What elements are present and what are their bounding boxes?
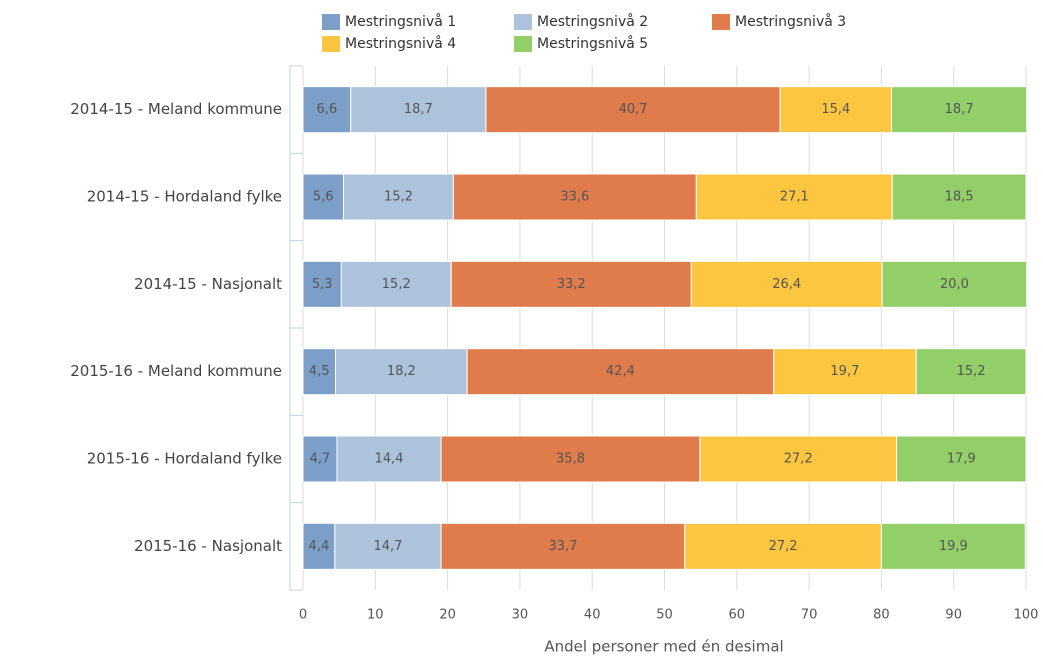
bar-segment <box>915 348 1027 396</box>
x-tick-label: 0 <box>299 608 307 623</box>
bar-segment <box>440 435 701 483</box>
bar-segment <box>891 173 1027 221</box>
bar-segment <box>695 173 893 221</box>
bar-segment <box>466 348 775 396</box>
data-label: 5,3 <box>312 277 333 292</box>
data-label: 19,7 <box>830 364 859 379</box>
legend-swatch <box>322 36 340 52</box>
bar-segment <box>302 86 352 134</box>
data-label: 18,7 <box>945 102 974 117</box>
data-label: 27,2 <box>769 539 798 554</box>
bar-segment <box>302 435 338 483</box>
bar-segment <box>302 260 342 308</box>
data-label: 18,7 <box>404 102 433 117</box>
data-label: 35,8 <box>556 452 585 467</box>
x-tick-label: 40 <box>584 608 601 623</box>
x-axis-title: Andel personer med én desimal <box>544 638 783 656</box>
x-tick-label: 20 <box>439 608 456 623</box>
data-label: 4,7 <box>310 452 331 467</box>
bar-segment <box>880 522 1026 570</box>
data-label: 4,4 <box>309 539 330 554</box>
y-tick-label: 2015-16 - Nasjonalt <box>134 537 282 555</box>
data-label: 40,7 <box>619 102 648 117</box>
bar-segment <box>690 260 883 308</box>
data-label: 27,2 <box>784 452 813 467</box>
data-label: 14,7 <box>373 539 402 554</box>
x-tick-label: 60 <box>729 608 746 623</box>
bar-segment <box>684 522 882 570</box>
legend-swatch <box>514 14 532 30</box>
bar-segment <box>342 173 454 221</box>
bar-segment <box>440 522 686 570</box>
data-label: 33,6 <box>560 190 589 205</box>
bar-segment <box>302 522 336 570</box>
legend-label: Mestringsnivå 5 <box>537 35 648 52</box>
x-tick-label: 50 <box>656 608 673 623</box>
legend-label: Mestringsnivå 2 <box>537 13 648 30</box>
data-label: 15,4 <box>821 102 850 117</box>
legend-swatch <box>322 14 340 30</box>
y-tick-label: 2015-16 - Hordaland fylke <box>87 450 282 468</box>
data-label: 15,2 <box>382 277 411 292</box>
y-tick-label: 2015-16 - Meland kommune <box>70 362 282 380</box>
data-label: 6,6 <box>317 102 338 117</box>
data-label: 17,9 <box>947 452 976 467</box>
data-label: 27,1 <box>780 190 809 205</box>
x-tick-label: 80 <box>873 608 890 623</box>
x-tick-label: 10 <box>367 608 384 623</box>
data-label: 18,2 <box>387 364 416 379</box>
bar-segment <box>485 86 781 134</box>
bar-segment <box>891 86 1028 134</box>
bar-segment <box>334 522 442 570</box>
bar-segment <box>350 86 487 134</box>
bar-segment <box>302 173 344 221</box>
data-label: 15,2 <box>384 190 413 205</box>
legend-label: Mestringsnivå 4 <box>345 35 456 52</box>
data-label: 15,2 <box>957 364 986 379</box>
y-tick-label: 2014-15 - Hordaland fylke <box>87 188 282 206</box>
data-label: 20,0 <box>940 277 969 292</box>
legend-swatch <box>514 36 532 52</box>
y-tick-label: 2014-15 - Nasjonalt <box>134 275 282 293</box>
legend-swatch <box>712 14 730 30</box>
data-label: 5,6 <box>313 190 334 205</box>
data-label: 33,7 <box>548 539 577 554</box>
bar-segment <box>896 435 1027 483</box>
x-tick-label: 100 <box>1014 608 1039 623</box>
y-tick-label: 2014-15 - Meland kommune <box>70 100 282 118</box>
x-tick-label: 30 <box>512 608 529 623</box>
legend-label: Mestringsnivå 1 <box>345 13 456 30</box>
x-tick-label: 90 <box>945 608 962 623</box>
data-label: 18,5 <box>945 190 974 205</box>
data-label: 26,4 <box>772 277 801 292</box>
bar-segment <box>881 260 1028 308</box>
bar-segment <box>452 173 697 221</box>
x-tick-label: 70 <box>801 608 818 623</box>
data-label: 14,4 <box>375 452 404 467</box>
data-label: 19,9 <box>939 539 968 554</box>
data-label: 33,2 <box>557 277 586 292</box>
data-label: 42,4 <box>606 364 635 379</box>
bar-segment <box>699 435 898 483</box>
legend-label: Mestringsnivå 3 <box>735 13 846 30</box>
bar-segment <box>779 86 893 134</box>
data-label: 4,5 <box>309 364 330 379</box>
